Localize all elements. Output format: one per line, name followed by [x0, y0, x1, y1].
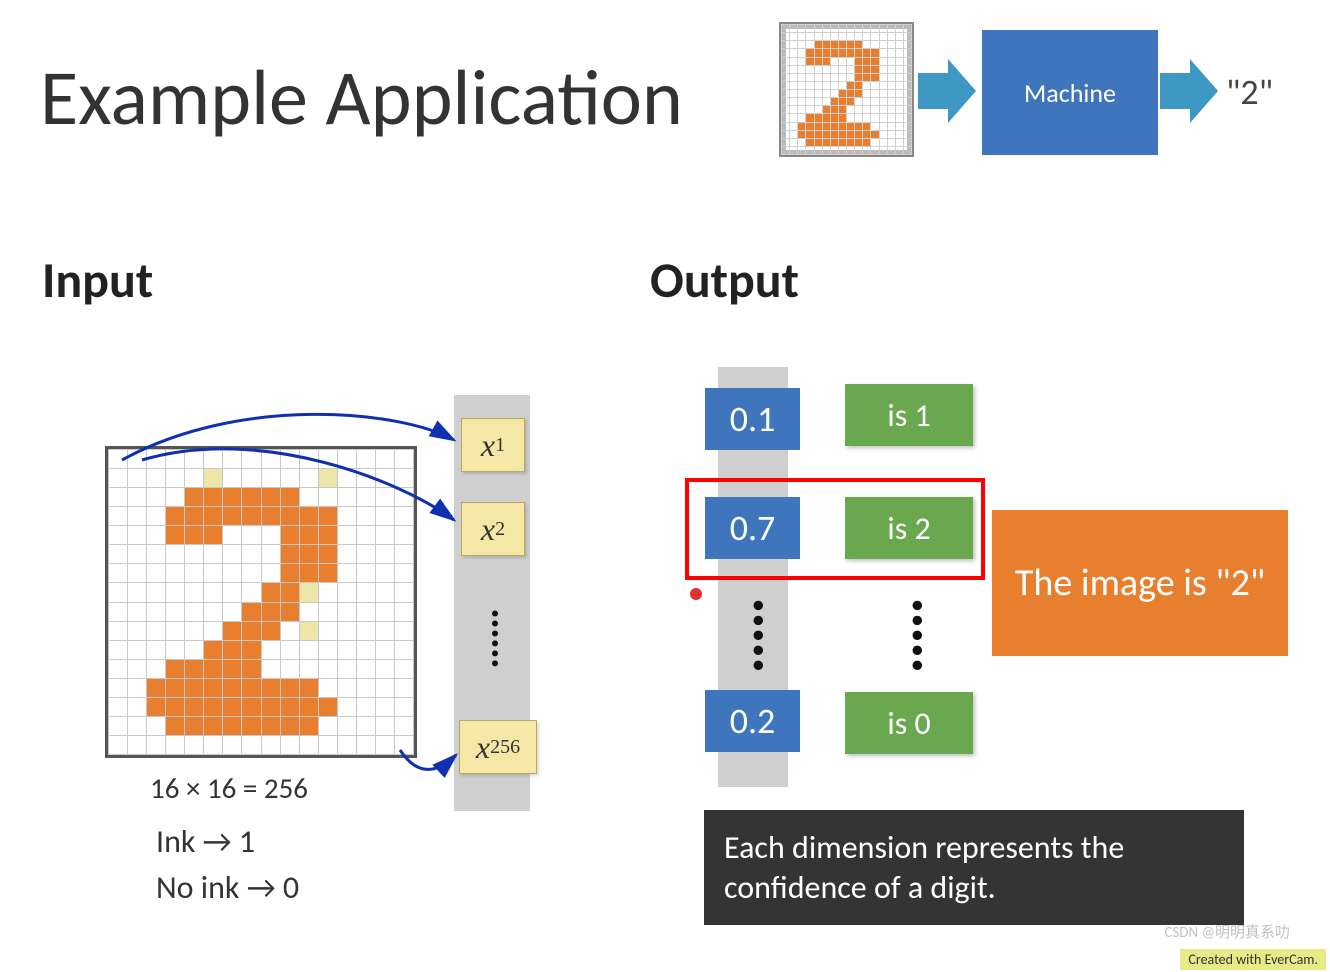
output-label-0: is 1 [845, 384, 973, 446]
output-value-2: 0.2 [705, 690, 800, 752]
input-heading: Input [42, 250, 153, 311]
page-title: Example Application [40, 50, 683, 145]
laser-dot-icon [690, 588, 702, 600]
digit-thumbnail [779, 22, 914, 157]
vertical-dots-icon: ••••• [905, 600, 932, 675]
caption-box: Each dimension represents the confidence… [704, 810, 1244, 925]
noink-rule: No ink → 0 [156, 868, 299, 907]
evercam-badge: Created with EverCam. [1180, 949, 1326, 970]
x1-box: x1 [461, 418, 525, 472]
machine-box: Machine [982, 30, 1158, 155]
output-heading: Output [650, 250, 799, 311]
verdict-box: The image is "2" [992, 510, 1288, 656]
ink-rule: Ink → 1 [156, 822, 255, 861]
x256-box: x256 [459, 720, 537, 774]
vertical-dots-icon: •••••• [487, 610, 504, 670]
output-label-2: is 0 [845, 692, 973, 754]
vertical-dots-icon: ••••• [746, 600, 773, 675]
output-value-0: 0.1 [705, 388, 800, 450]
digit-grid [105, 446, 417, 758]
x2-box: x2 [461, 502, 525, 556]
highlight-box [685, 478, 985, 580]
arrow-icon [918, 55, 978, 127]
arrow-icon [1160, 55, 1220, 127]
output-quote: "2" [1226, 70, 1273, 114]
watermark-text: CSDN @明明真系叻 [1164, 921, 1290, 942]
dimension-text: 16 × 16 = 256 [150, 770, 308, 806]
